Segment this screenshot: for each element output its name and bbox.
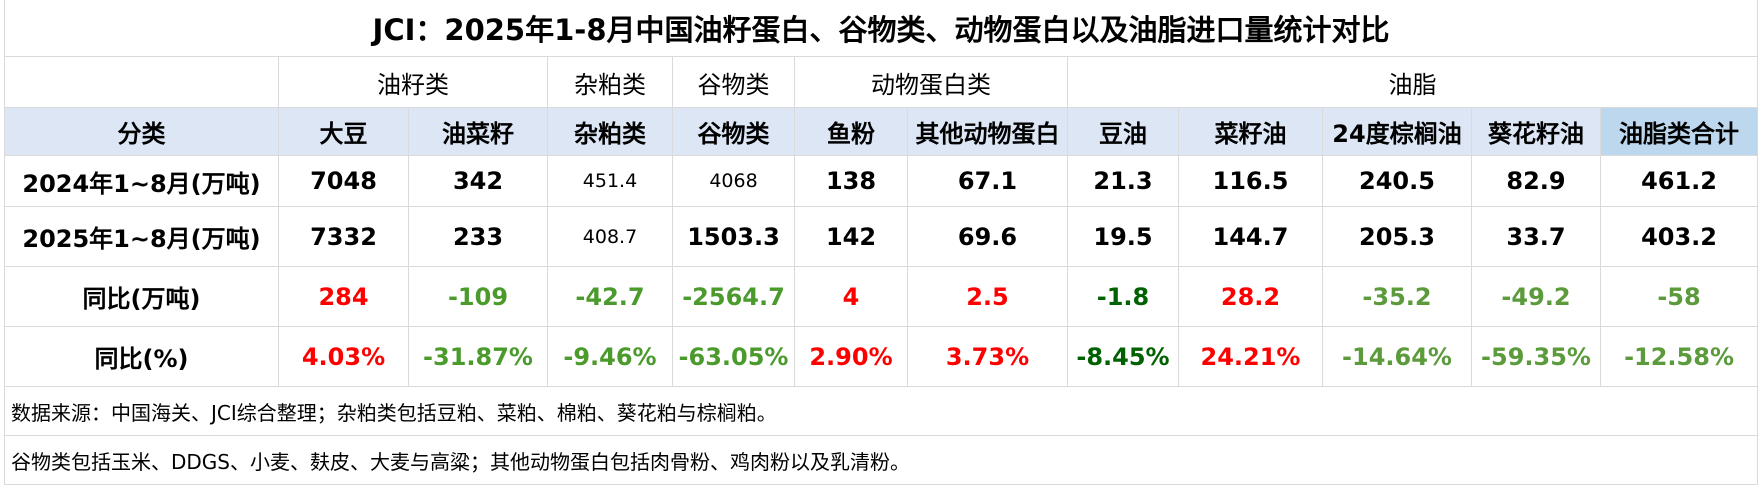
data-cell: 2.5: [907, 266, 1068, 327]
data-cell: 28.2: [1178, 266, 1323, 327]
group-cell: 油籽类: [278, 56, 548, 108]
data-cell: -2564.7: [672, 266, 795, 327]
table-body: 2024年1~8月(万吨) 7048 342 451.4 4068 138 67.1 21.3…: [4, 155, 1759, 387]
row-label: 同比(%): [4, 326, 279, 387]
data-row: 2024年1~8月(万吨) 7048 342 451.4 4068 138 67.1 21.3…: [4, 155, 1759, 207]
header-cell: 鱼粉: [794, 107, 908, 156]
group-cell: 动物蛋白类: [794, 56, 1068, 108]
data-cell: 4: [794, 266, 908, 327]
header-cell: 杂粕类: [547, 107, 673, 156]
data-cell: 4068: [672, 155, 795, 207]
data-cell: -1.8: [1067, 266, 1179, 327]
group-cell: 杂粕类: [547, 56, 673, 108]
data-cell: 240.5: [1322, 155, 1472, 207]
data-cell: 461.2: [1599, 155, 1759, 207]
header-cell: 分类: [4, 107, 279, 156]
data-cell: 4.03%: [278, 326, 409, 387]
header-cell: 菜籽油: [1178, 107, 1323, 156]
header-cell: 豆油: [1067, 107, 1179, 156]
data-cell: 205.3: [1322, 206, 1472, 267]
data-cell: 19.5: [1067, 206, 1179, 267]
data-cell: -31.87%: [408, 326, 548, 387]
data-cell: 33.7: [1471, 206, 1601, 267]
data-row: 2025年1~8月(万吨) 7332 233 408.7 1503.3 142 69.6 19…: [4, 206, 1759, 267]
data-cell: -63.05%: [672, 326, 795, 387]
data-cell: 69.6: [907, 206, 1068, 267]
data-cell: -59.35%: [1471, 326, 1601, 387]
header-cell: 谷物类: [672, 107, 795, 156]
data-cell: 21.3: [1067, 155, 1179, 207]
data-cell: 82.9: [1471, 155, 1601, 207]
data-cell: -109: [408, 266, 548, 327]
data-cell: 138: [794, 155, 908, 207]
data-cell: 67.1: [907, 155, 1068, 207]
data-cell: 451.4: [547, 155, 673, 207]
data-cell: 144.7: [1178, 206, 1323, 267]
data-cell: -58: [1599, 266, 1759, 327]
data-cell: 7048: [278, 155, 409, 207]
data-cell: 142: [794, 206, 908, 267]
data-cell: 403.2: [1599, 206, 1759, 267]
data-row: 同比(万吨) 284 -109 -42.7 -2564.7 4 2.5 -1.8 28.2 -35…: [4, 266, 1759, 327]
data-cell: 3.73%: [907, 326, 1068, 387]
note: 数据来源：中国海关、JCI综合整理；杂粕类包括豆粕、菜粕、棉粕、葵花粕与棕榈粕。: [3, 386, 1759, 436]
data-cell: -14.64%: [1322, 326, 1472, 387]
data-cell: 233: [408, 206, 548, 267]
data-cell: -8.45%: [1067, 326, 1179, 387]
row-label: 2024年1~8月(万吨): [4, 155, 279, 207]
data-cell: 116.5: [1178, 155, 1323, 207]
data-cell: -42.7: [547, 266, 673, 327]
data-cell: 2.90%: [794, 326, 908, 387]
data-cell: 408.7: [547, 206, 673, 267]
data-cell: 24.21%: [1178, 326, 1323, 387]
header-cell: 油菜籽: [408, 107, 548, 156]
data-cell: -35.2: [1322, 266, 1472, 327]
group-row: 油籽类 杂粕类 谷物类 动物蛋白类 油脂: [4, 56, 1759, 108]
header-cell: 24度棕榈油: [1322, 107, 1472, 156]
data-table: JCI：2025年1-8月中国油籽蛋白、谷物类、动物蛋白以及油脂进口量统计对比 …: [3, 0, 1759, 485]
data-cell: 342: [408, 155, 548, 207]
data-cell: -9.46%: [547, 326, 673, 387]
data-cell: -49.2: [1471, 266, 1601, 327]
group-cell: [4, 56, 279, 108]
group-cell: 谷物类: [672, 56, 795, 108]
data-row: 同比(%) 4.03% -31.87% -9.46% -63.05% 2.90% 3.73%…: [4, 326, 1759, 387]
header-cell: 大豆: [278, 107, 409, 156]
group-cell: 油脂: [1066, 56, 1759, 108]
data-cell: -12.58%: [1599, 326, 1759, 387]
header-cell: 葵花籽油: [1471, 107, 1601, 156]
row-label: 同比(万吨): [4, 266, 279, 327]
row-label: 2025年1~8月(万吨): [4, 206, 279, 267]
table-title: JCI：2025年1-8月中国油籽蛋白、谷物类、动物蛋白以及油脂进口量统计对比: [3, 0, 1759, 57]
data-cell: 284: [278, 266, 409, 327]
data-cell: 1503.3: [672, 206, 795, 267]
note: 谷物类包括玉米、DDGS、小麦、麸皮、大麦与高粱；其他动物蛋白包括肉骨粉、鸡肉粉…: [3, 435, 1759, 485]
header-cell: 其他动物蛋白: [907, 107, 1068, 156]
data-cell: 7332: [278, 206, 409, 267]
header-cell: 油脂类合计: [1599, 107, 1759, 156]
header-row: 分类 大豆 油菜籽 杂粕类 谷物类 鱼粉 其他动物蛋白 豆油 菜籽油 24度棕榈油 葵花籽油 油脂类合…: [4, 107, 1759, 156]
